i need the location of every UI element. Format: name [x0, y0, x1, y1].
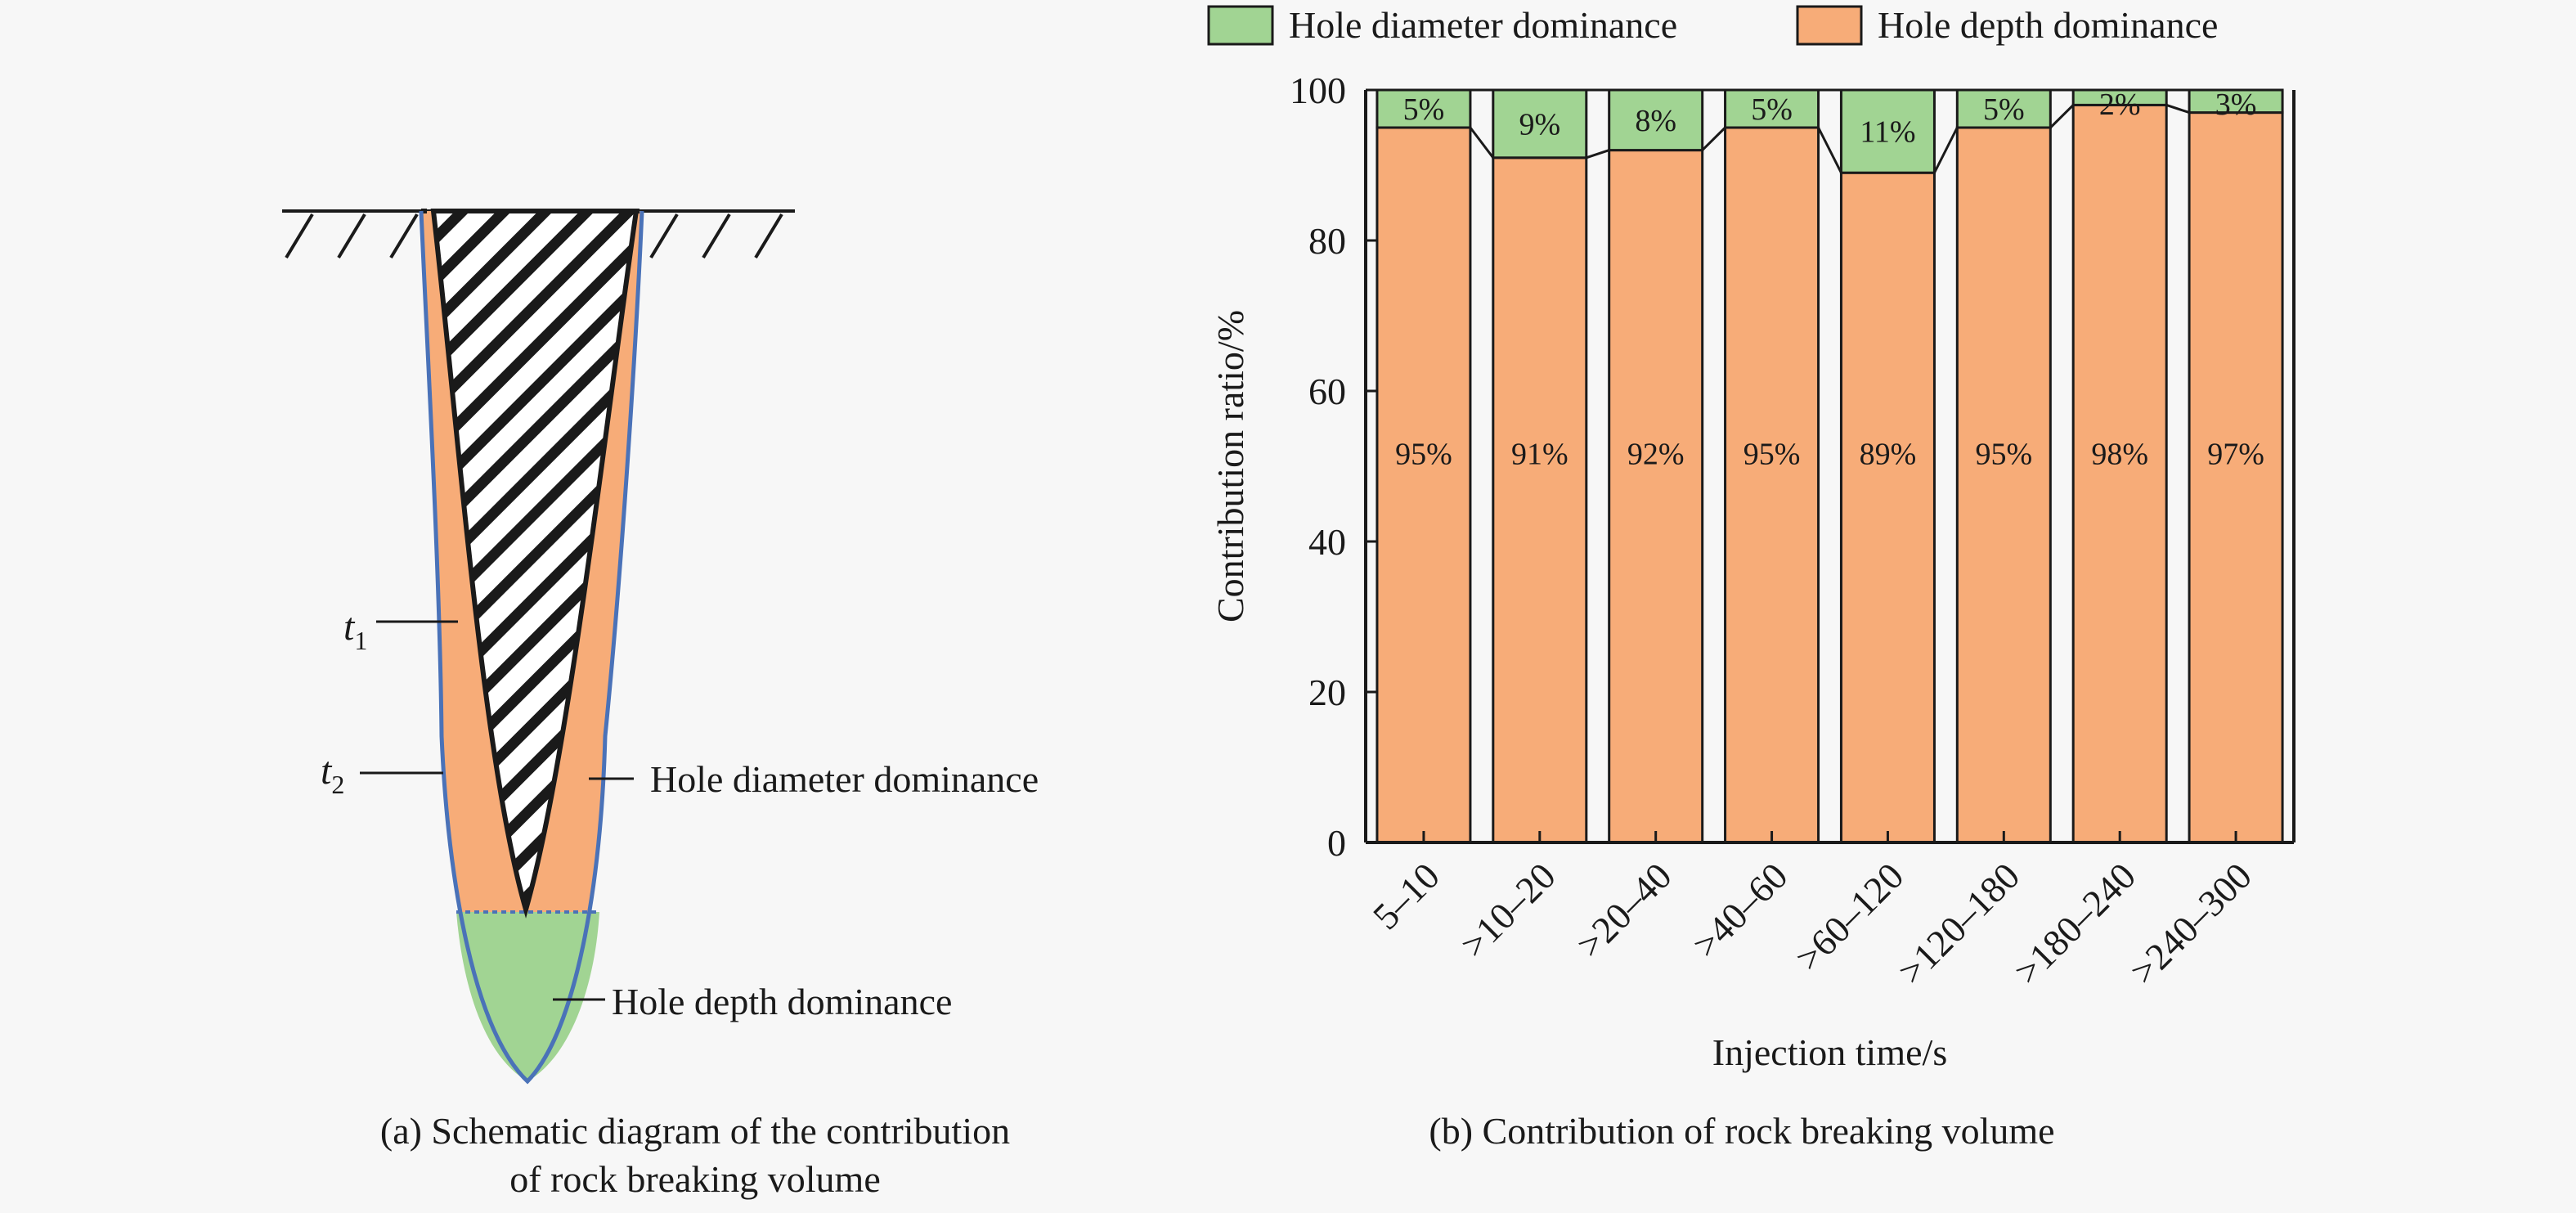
label-depth-value: 95%: [1744, 438, 1801, 472]
connector-line: [2165, 103, 2190, 115]
legend-item-depth-label: Hole depth dominance: [1878, 4, 2218, 46]
y-tick-label: 40: [1308, 521, 1346, 563]
x-tick-label: >10–20: [1452, 855, 1564, 966]
bar-depth: [1492, 156, 1588, 844]
label-diameter-value: 2%: [2099, 88, 2141, 122]
bar-value-labels: 95% 5% 91% 9% 92% 8% 95% 5% 89% 11% 95% 5% 98% 2% 97% 3…: [1395, 88, 2264, 472]
legend: Hole diameter dominance Hole depth domina…: [1207, 4, 2218, 46]
connector-line: [1586, 149, 1610, 159]
x-tick-label: >120–180: [1890, 855, 2027, 992]
label-diameter-value: 5%: [1751, 92, 1793, 127]
bar-diameter: [2071, 88, 2168, 106]
connector-lines: [1469, 88, 2190, 173]
connector-line: [1701, 126, 1726, 151]
label-diameter-value: 5%: [1403, 92, 1445, 127]
hatched-cone: [430, 209, 640, 919]
stacked-bar-chart: Hole diameter dominance Hole depth domina…: [1207, 4, 2296, 1152]
label-depth-value: 98%: [2091, 438, 2148, 472]
y-tick-label: 20: [1308, 672, 1346, 713]
caption-a-line2: of rock breaking volume: [509, 1158, 880, 1200]
label-depth-value: 95%: [1395, 438, 1452, 472]
schematic-diagram: t1 t2 Hole diameter dominance Hole depth…: [282, 209, 1039, 1200]
label-depth-value: 97%: [2207, 438, 2264, 472]
label-depth-value: 91%: [1511, 438, 1568, 472]
y-tick-label: 60: [1308, 371, 1346, 412]
bar-depth: [2071, 103, 2168, 844]
x-axis-label: Injection time/s: [1712, 1031, 1947, 1073]
x-tick-label: >20–40: [1568, 855, 1680, 966]
caption-b: (b) Contribution of rock breaking volume: [1429, 1110, 2054, 1152]
label-depth-value: 89%: [1860, 438, 1917, 472]
y-axis-label: Contribution ratio/%: [1209, 310, 1251, 622]
bar-depth: [2188, 111, 2284, 844]
connector-line: [1933, 127, 1959, 173]
hole-outline: [419, 210, 644, 1085]
ground-hatch-left: [285, 213, 419, 259]
label-t2: t2: [321, 749, 344, 799]
bar-depth: [1376, 126, 1472, 844]
y-tick-label: 0: [1327, 822, 1346, 864]
bar-depth: [1839, 171, 1936, 844]
connector-line: [1469, 127, 1495, 159]
label-t1: t1: [343, 605, 367, 655]
x-tick-label: >40–60: [1685, 855, 1796, 966]
label-depth-value: 95%: [1975, 438, 2032, 472]
bar-diameter: [1376, 88, 1472, 129]
bar-diameter: [1839, 88, 1936, 174]
legend-item-diameter-label: Hole diameter dominance: [1289, 4, 1677, 46]
x-tick-label: >180–240: [2006, 855, 2143, 992]
depth-dominance-region: [456, 912, 599, 1081]
legend-item-diameter-swatch: [1207, 5, 1274, 46]
bar-diameter: [1608, 88, 1704, 152]
label-hole-diameter: Hole diameter dominance: [650, 758, 1039, 800]
bar-diameter: [2188, 88, 2284, 115]
connector-line: [2049, 104, 2075, 129]
caption-a-line1: (a) Schematic diagram of the contributio…: [380, 1110, 1010, 1152]
bar-diameter: [1492, 88, 1588, 159]
label-diameter-value: 9%: [1519, 107, 1560, 142]
connector-line: [1817, 127, 1842, 173]
bars: [1376, 88, 2284, 844]
ground-hatch-right: [649, 213, 783, 259]
bar-depth: [1608, 149, 1704, 844]
label-diameter-value: 3%: [2215, 88, 2257, 122]
label-diameter-value: 5%: [1983, 92, 2025, 127]
bar-diameter: [1955, 88, 2052, 129]
label-diameter-value: 11%: [1860, 115, 1915, 150]
bar-depth: [1724, 126, 1820, 844]
y-tick-label: 100: [1290, 70, 1346, 111]
label-diameter-value: 8%: [1635, 104, 1676, 138]
x-tick-label: >240–300: [2122, 855, 2260, 992]
label-depth-value: 92%: [1627, 438, 1685, 472]
legend-item-depth-swatch: [1796, 5, 1863, 46]
y-tick-label: 80: [1308, 220, 1346, 262]
bar-diameter: [1724, 88, 1820, 129]
x-tick-label: 5–10: [1365, 855, 1447, 937]
bar-depth: [1955, 126, 2052, 844]
label-hole-depth: Hole depth dominance: [612, 981, 952, 1022]
